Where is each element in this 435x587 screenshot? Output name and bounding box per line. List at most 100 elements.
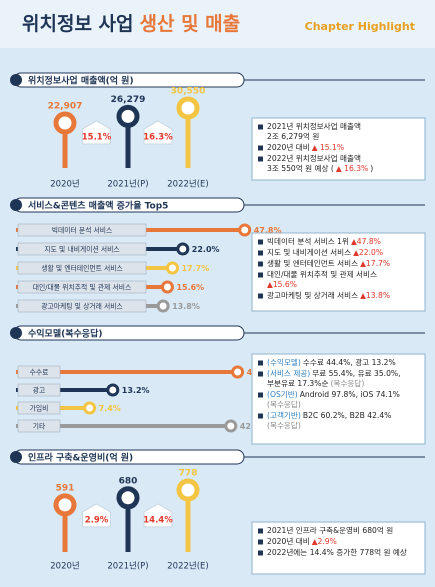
note-text: 2020년 대비: [267, 142, 310, 152]
note-bullet: [258, 293, 263, 299]
year-label: 2022년(E): [167, 561, 208, 572]
growth-arrow: [143, 503, 173, 528]
note-text: (복수응답): [330, 378, 364, 388]
header-band: [0, 0, 435, 48]
note-bullet: [258, 272, 263, 278]
category-label: 지도 및 내비게이션 서비스: [44, 245, 119, 254]
section-title: 수익모델(복수응답): [28, 328, 102, 340]
note-text: (OS기반): [267, 390, 298, 399]
section-dot: [10, 74, 22, 86]
lollipop-head: [231, 365, 245, 379]
growth-label: 16.3%: [143, 133, 173, 143]
note-text: 대인/대물 위치추적 및 관제 서비스: [267, 269, 377, 279]
note-text: 2021년 위치정보사업 매출액: [267, 121, 361, 131]
lollipop-head: [116, 104, 140, 128]
growth-arrow: [82, 120, 111, 145]
note-line: 광고마케팅 및 상거래 서비스 ▲13.8%: [267, 290, 390, 300]
category-label: 기타: [33, 422, 46, 431]
note-bullet: [258, 413, 263, 419]
note-line: 지도 및 내비게이션 서비스 ▲22.0%: [267, 247, 383, 257]
note-text: ▲15.6%: [267, 280, 297, 289]
category-box: [17, 401, 61, 415]
note-text: Android 97.8%, iOS 74.1%: [300, 390, 400, 399]
note-line: 3조 550억 원 예상 (▲ 16.3%): [267, 163, 373, 173]
title-accent: 생산 및 매출: [140, 13, 241, 35]
category-box: [17, 299, 147, 313]
note-bullet: [258, 550, 263, 556]
growth-label: 2.9%: [85, 515, 109, 525]
note-bullet: [258, 528, 263, 534]
note-box: [251, 521, 426, 575]
value-label: 17.7%: [181, 264, 209, 273]
section-title: 인프라 구축&운영비(억 원): [28, 452, 133, 464]
category-label: 대인/대물 위치추적 및 관제 서비스: [33, 283, 131, 292]
note-text: (복수응답): [267, 399, 301, 409]
value-label: 22,907: [48, 102, 83, 112]
value-label: 15.6%: [176, 283, 204, 292]
note-bullet: [258, 360, 263, 366]
growth-arrow: [82, 503, 111, 528]
category-box: [17, 383, 61, 397]
category-label: 생활 및 엔터테인먼트 서비스: [41, 264, 123, 273]
lollipop-head: [176, 96, 200, 120]
growth-label: 14.4%: [143, 515, 173, 525]
note-text: 2조 6,279억 원: [267, 132, 319, 141]
lollipop-head: [224, 419, 238, 433]
note-bullet: [258, 124, 263, 130]
category-box: [17, 365, 61, 379]
note-text: (서비스 제공): [267, 369, 310, 378]
title-main: 위치정보 사업: [22, 13, 134, 35]
year-label: 2021년(P): [107, 179, 148, 190]
note-line: (수익모델) 수수료 44.4%, 광고 13.2%: [267, 357, 396, 367]
note-bullet: [258, 371, 263, 377]
note-line: (복수응답): [267, 399, 301, 409]
note-text: ▲ 15.1%: [312, 143, 344, 152]
lollipop-head: [160, 280, 174, 294]
note-line: 2020년 대비 ▲2.9%: [267, 536, 337, 546]
note-line: 2020년 대비 ▲ 15.1%: [267, 142, 344, 152]
note-text: 2021년 인프라 구축&운영비 680억 원: [267, 525, 393, 535]
category-box: [17, 419, 61, 433]
note-text: ▲17.7%: [360, 259, 390, 268]
note-text: 생활 및 엔터테인먼트 서비스: [267, 258, 358, 268]
section-dot: [10, 327, 22, 339]
note-line: 생활 및 엔터테인먼트 서비스 ▲17.7%: [267, 258, 390, 268]
year-label: 2021년(P): [107, 561, 148, 572]
value-label: 591: [56, 483, 75, 493]
note-line: 2022년 위치정보사업 매출액: [267, 153, 361, 163]
year-label: 2020년: [50, 179, 79, 190]
note-text: 2022년에는 14.4% 증가한 778억 원 예상: [267, 547, 407, 557]
note-line: 대인/대물 위치추적 및 관제 서비스: [267, 269, 377, 279]
category-label: 수수료: [30, 369, 49, 377]
lollipop-head: [106, 383, 120, 397]
note-bullet: [258, 156, 263, 162]
title: 위치정보 사업 생산 및 매출: [22, 13, 240, 35]
lollipop-head: [165, 261, 179, 275]
lollipop-head: [176, 242, 190, 256]
growth-label: 15.1%: [82, 133, 112, 143]
note-line: (서비스 제공) 무료 55.4%, 유료 35.0%,: [267, 369, 401, 378]
note-text: 2020년 대비: [267, 536, 310, 546]
note-text: 부분유료 17.3%순: [267, 379, 328, 388]
note-text: ▲2.9%: [312, 537, 337, 546]
note-line: 빅데이터 분석 서비스 1위 ▲47.8%: [267, 236, 381, 246]
value-label: 7.4%: [99, 404, 121, 413]
badge: Chapter Highlight: [305, 20, 415, 33]
note-text: B2C 60.2%, B2B 42.4%: [303, 411, 392, 420]
note-text: 지도 및 내비게이션 서비스: [267, 247, 351, 257]
category-box: [17, 223, 147, 237]
note-bullet: [258, 539, 263, 545]
section-dot: [10, 451, 22, 463]
note-text: ▲22.0%: [353, 248, 383, 257]
value-label: 680: [119, 476, 138, 486]
note-text: 광고마케팅 및 상거래 서비스: [267, 290, 358, 300]
note-text: ▲47.8%: [351, 237, 381, 246]
note-box: [251, 353, 426, 445]
note-bullet: [258, 392, 263, 398]
category-label: 빅데이터 분석 서비스: [52, 226, 113, 235]
value-label: 778: [179, 469, 198, 479]
section-title: 서비스&콘텐츠 매출액 증가율 Top5: [28, 200, 168, 212]
note-text: ▲13.8%: [360, 291, 390, 300]
